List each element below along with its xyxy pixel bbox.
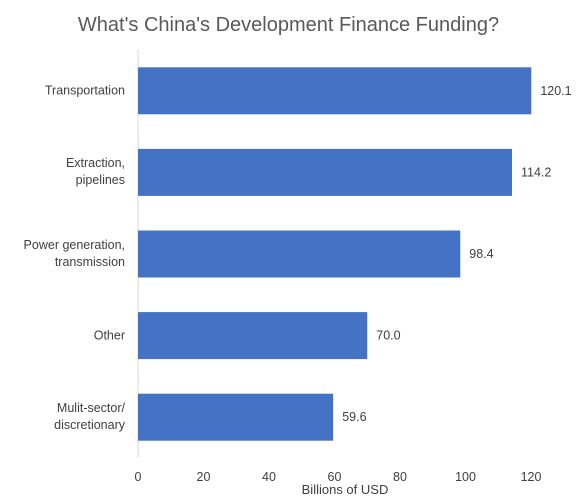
data-label: 59.6 <box>342 410 366 424</box>
x-tick-label: 40 <box>262 470 276 484</box>
data-label: 114.2 <box>521 165 551 179</box>
category-label: Transportation <box>44 83 125 98</box>
data-label: 120.1 <box>540 84 571 98</box>
chart-title: What's China's Development Finance Fundi… <box>77 14 500 36</box>
x-tick-label: 60 <box>328 470 342 484</box>
x-tick-label: 80 <box>393 470 407 484</box>
data-label: 70.0 <box>376 329 400 343</box>
data-label: 98.4 <box>469 247 493 261</box>
bar <box>138 148 513 196</box>
x-tick-label: 0 <box>135 470 142 484</box>
category-label: Extraction, pipelines <box>65 156 125 188</box>
x-tick-label: 20 <box>197 470 211 484</box>
bar <box>138 67 532 115</box>
x-tick-label: 120 <box>521 470 542 484</box>
category-label: Mulit-sector/ discretionary <box>54 401 125 433</box>
bar <box>138 230 461 278</box>
bar <box>138 393 334 441</box>
category-label: Power generation, transmission <box>23 238 125 269</box>
x-axis-label: Billions of USD <box>301 482 389 497</box>
x-tick-label: 100 <box>455 470 476 484</box>
bar <box>138 312 368 360</box>
category-label: Other <box>93 328 125 343</box>
